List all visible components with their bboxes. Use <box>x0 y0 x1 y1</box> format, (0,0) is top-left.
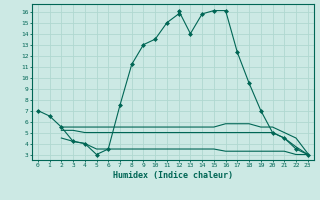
X-axis label: Humidex (Indice chaleur): Humidex (Indice chaleur) <box>113 171 233 180</box>
